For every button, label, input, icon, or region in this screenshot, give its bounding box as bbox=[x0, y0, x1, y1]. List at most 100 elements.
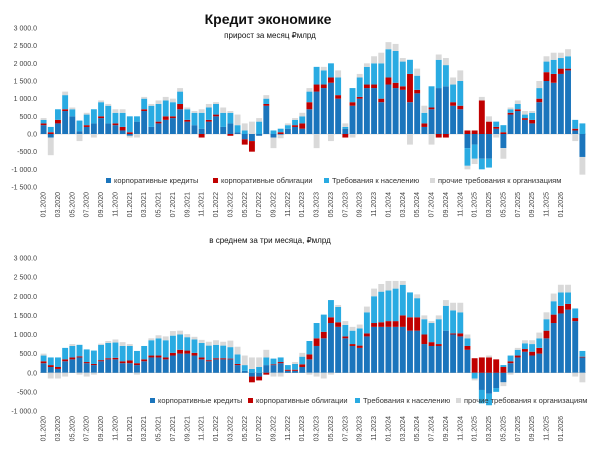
chart-1-y-tick-label: 0.0 bbox=[27, 132, 37, 139]
chart-2-bar-household-claims bbox=[421, 319, 428, 335]
chart-2-bar-corporate-loans bbox=[69, 359, 76, 373]
chart-2-bar-corporate-loans bbox=[428, 345, 435, 373]
chart-2-bar-other-org-claims bbox=[536, 332, 543, 339]
chart-1-bar-corporate-loans bbox=[263, 105, 270, 134]
chart-1-bar-corporate-bonds bbox=[248, 141, 255, 152]
chart-1-bar-corporate-loans bbox=[69, 116, 76, 134]
chart-2-bar-other-org-claims bbox=[112, 339, 119, 343]
chart-1-bar-corporate-bonds bbox=[399, 86, 406, 90]
chart-2-bar-other-org-claims bbox=[500, 382, 507, 387]
chart-1-bar-other-org-claims bbox=[371, 56, 378, 64]
chart-2-bar-other-org-claims bbox=[442, 300, 449, 306]
chart-1-bar-other-org-claims bbox=[442, 58, 449, 66]
chart-1-bar-corporate-loans bbox=[385, 84, 392, 134]
chart-1-bar-corporate-loans bbox=[169, 118, 176, 134]
chart-2-bar-other-org-claims bbox=[565, 284, 571, 293]
chart-1-bar-corporate-bonds bbox=[126, 132, 133, 134]
chart-2-bar-corporate-bonds bbox=[220, 358, 227, 360]
chart-1-x-tick-label: 05.2025 bbox=[500, 192, 507, 217]
chart-2-bar-household-claims bbox=[378, 291, 385, 323]
chart-2-bar-corporate-loans bbox=[486, 372, 492, 394]
chart-1-bar-other-org-claims bbox=[521, 111, 528, 115]
chart-2-bar-corporate-loans bbox=[356, 347, 363, 373]
chart-2-bar-household-claims bbox=[62, 347, 69, 360]
chart-2-bar-other-org-claims bbox=[155, 335, 162, 339]
chart-1-bar-corporate-loans bbox=[112, 125, 119, 134]
chart-1-x-tick-label: 01.2021 bbox=[127, 192, 134, 217]
chart-2-bar-corporate-bonds bbox=[98, 360, 105, 362]
chart-2-bar-household-claims bbox=[529, 344, 536, 352]
chart-2-bar-other-org-claims bbox=[213, 340, 219, 345]
chart-1-bar-corporate-bonds bbox=[55, 119, 61, 124]
chart-2-bar-other-org-claims bbox=[399, 280, 406, 285]
chart-1-bar-corporate-bonds bbox=[428, 107, 435, 110]
chart-1-bar-corporate-bonds bbox=[407, 73, 413, 103]
chart-1-bar-other-org-claims bbox=[263, 95, 270, 99]
chart-1-bar-household-claims bbox=[270, 130, 277, 134]
chart-2-bar-household-claims bbox=[256, 367, 263, 373]
chart-2-bar-other-org-claims bbox=[256, 357, 263, 368]
chart-1-bar-corporate-bonds bbox=[299, 123, 306, 129]
chart-2-bar-corporate-bonds bbox=[428, 342, 435, 346]
chart-1-y-tick-label: 500.0 bbox=[19, 114, 37, 121]
chart-2-bar-other-org-claims bbox=[105, 341, 112, 343]
chart-1-bar-corporate-loans bbox=[550, 82, 557, 134]
chart-1-bar-household-claims bbox=[335, 77, 342, 96]
chart-1-bar-household-claims bbox=[536, 88, 543, 99]
chart-1-bar-household-claims bbox=[76, 120, 83, 132]
chart-2-bar-household-claims bbox=[148, 340, 155, 356]
legend-label-other-claims: прочие требования к организациям bbox=[438, 176, 561, 185]
chart-2-x-tick-label: 03.2022 bbox=[227, 416, 234, 441]
chart-1-bar-other-org-claims bbox=[543, 56, 550, 62]
chart-2-y-tick-label: 500.0 bbox=[19, 351, 37, 358]
chart-2-bar-other-org-claims bbox=[299, 352, 306, 357]
chart-1-bar-other-org-claims bbox=[98, 100, 105, 103]
chart-1-bar-corporate-loans bbox=[536, 102, 543, 134]
chart-2-x-tick-label: 05.2022 bbox=[242, 416, 249, 441]
chart-1-bar-corporate-bonds bbox=[536, 98, 543, 103]
legend2-label-corporate-bonds: корпоративные облигации bbox=[256, 396, 348, 405]
chart-1-bar-corporate-bonds bbox=[40, 123, 47, 126]
chart-2-x-tick-label: 01.2023 bbox=[299, 416, 306, 441]
chart-1-bar-other-org-claims bbox=[421, 105, 428, 113]
chart-2-bar-corporate-bonds bbox=[263, 372, 270, 375]
chart-1-bar-other-org-claims bbox=[407, 134, 413, 145]
chart-1-bar-corporate-loans bbox=[191, 125, 198, 134]
chart-1-bar-corporate-loans bbox=[205, 121, 212, 134]
chart-2-bar-household-claims bbox=[500, 365, 507, 368]
chart-1-bar-corporate-loans bbox=[521, 119, 528, 134]
chart-2-bar-household-claims bbox=[299, 356, 306, 365]
chart-2-x-tick-label: 01.2021 bbox=[127, 416, 134, 441]
chart-2-bar-corporate-loans bbox=[421, 344, 428, 373]
chart-1-bar-other-org-claims bbox=[471, 158, 478, 165]
chart-1-x-tick-label: 01.2024 bbox=[385, 192, 392, 217]
chart-1-x-tick-label: 11.2020 bbox=[112, 192, 119, 217]
chart-2-y-tick-label: -500.0 bbox=[17, 389, 37, 396]
chart-2-bar-household-claims bbox=[442, 305, 449, 331]
chart-2-bar-other-org-claims bbox=[62, 372, 69, 377]
chart-2-bar-corporate-bonds bbox=[557, 305, 564, 314]
chart-1-bar-corporate-loans bbox=[62, 111, 69, 134]
legend2-swatch-other-claims bbox=[456, 398, 461, 403]
chart-1-bar-other-org-claims bbox=[392, 43, 399, 51]
chart-1-bar-household-claims bbox=[191, 112, 198, 126]
chart-1-bar-other-org-claims bbox=[227, 111, 234, 113]
chart-1-bar-household-claims bbox=[407, 59, 413, 74]
chart-1-bar-household-claims bbox=[105, 105, 112, 124]
chart-2-bar-household-claims bbox=[177, 334, 184, 350]
chart-2-y-tick-label: 2 000.0 bbox=[14, 294, 37, 301]
legend2-swatch-household-claims bbox=[355, 398, 360, 403]
chart-1-bar-corporate-loans bbox=[227, 123, 234, 134]
chart-1-bar-corporate-loans bbox=[450, 105, 457, 134]
chart-1-x-tick-label: 09.2021 bbox=[184, 192, 191, 217]
chart-1-title: Кредит экономике bbox=[205, 11, 332, 27]
chart-2-bar-corporate-loans bbox=[62, 361, 69, 373]
chart-2-bar-corporate-loans bbox=[248, 372, 255, 377]
chart-1-x-tick-label: 09.2024 bbox=[443, 192, 450, 217]
chart-1-bar-corporate-loans bbox=[457, 109, 464, 134]
chart-2-x-tick-label: 11.2023 bbox=[371, 416, 378, 441]
chart-2-bar-household-claims bbox=[349, 330, 356, 345]
chart-2-bar-other-org-claims bbox=[270, 372, 277, 377]
chart-1-bar-corporate-bonds bbox=[155, 121, 162, 124]
chart-2-bar-corporate-loans bbox=[241, 370, 248, 373]
